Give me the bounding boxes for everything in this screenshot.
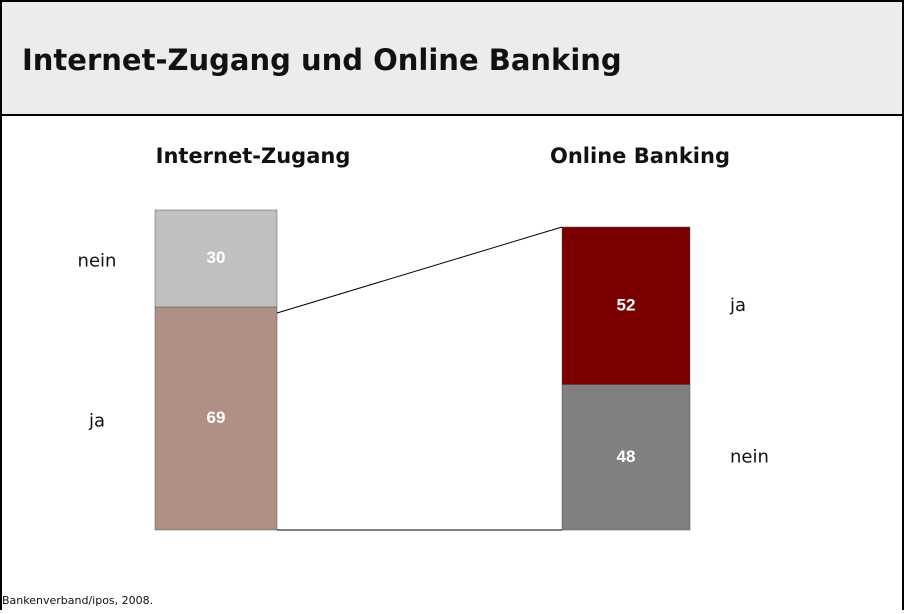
connector (276, 226, 563, 314)
data-label: 30 (207, 248, 226, 267)
segment-label: ja (88, 410, 105, 431)
bar-segment (561, 226, 691, 385)
data-label: 48 (617, 447, 636, 466)
chart-title: Online Banking (550, 144, 730, 168)
segment-label: ja (729, 295, 746, 316)
chart-title: Internet-Zugang (156, 144, 351, 168)
data-label: 69 (207, 408, 226, 427)
bar-segment (154, 306, 278, 531)
bar-segment (561, 384, 691, 531)
bar-segment (154, 209, 278, 308)
segment-label: nein (730, 446, 769, 467)
source: Bankenverband/ipos, 2008. (2, 594, 153, 607)
data-label: 52 (617, 295, 636, 314)
slide-title: Internet-Zugang und Online Banking (22, 43, 622, 77)
segment-label: nein (78, 250, 117, 271)
header-band (0, 0, 904, 116)
